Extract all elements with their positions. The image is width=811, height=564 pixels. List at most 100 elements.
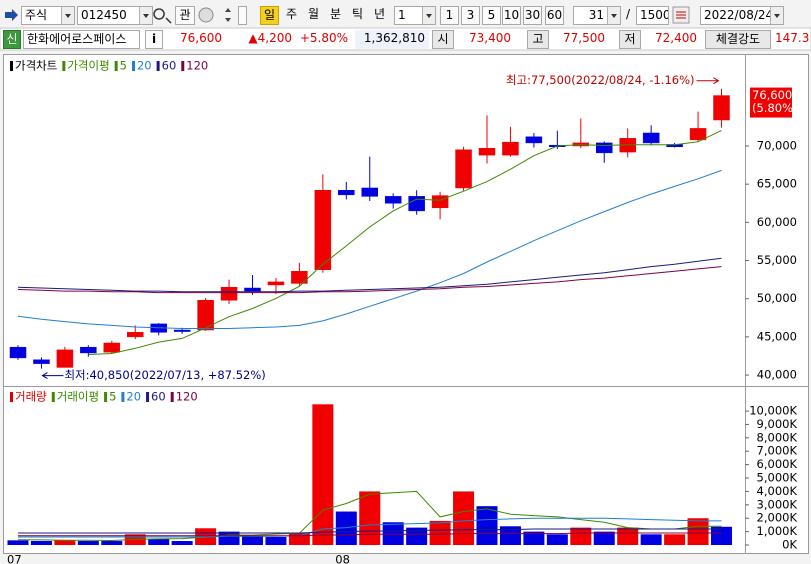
y-tick-label: 9,000K	[757, 417, 798, 431]
dropdown-arrow[interactable]	[422, 7, 435, 24]
candle-body	[33, 359, 50, 364]
moving-average-line	[18, 517, 722, 538]
y-tick-label: 10,000K	[749, 404, 797, 418]
settings-icon-lines	[676, 11, 686, 19]
y-tick-label: 0K	[782, 538, 797, 552]
candle-body	[80, 346, 97, 354]
moving-average-line	[17, 266, 722, 294]
candle-body	[127, 332, 144, 338]
volume-bar	[242, 535, 263, 546]
y-tick-label: 7,000K	[757, 444, 798, 458]
candle-body	[596, 142, 613, 154]
volume-bar	[265, 536, 287, 546]
x-tick-label: 08	[335, 553, 350, 564]
legend-swatch	[170, 392, 174, 402]
moving-average-line	[17, 490, 722, 542]
legend-swatch	[131, 61, 135, 71]
legend-label: 120	[186, 59, 208, 73]
period-button[interactable]: 분	[329, 7, 342, 21]
moving-average-line	[17, 257, 722, 293]
volume-bar	[148, 539, 170, 546]
price: 76,600	[180, 31, 222, 45]
candle-body	[502, 141, 519, 156]
separator: /	[625, 7, 631, 21]
interval-button[interactable]: 60	[545, 6, 564, 25]
candle-body	[220, 286, 238, 301]
y-tick-label: 1,000K	[757, 524, 798, 538]
volume-bar	[593, 531, 615, 546]
x-tick-label: 07	[7, 553, 22, 564]
volume-bar	[546, 534, 568, 546]
volume-bar	[570, 527, 592, 546]
volume-bar	[711, 526, 732, 546]
candle-body	[455, 149, 472, 189]
candle-body	[244, 287, 261, 292]
y-tick-label: 4,000K	[757, 484, 798, 498]
code-input[interactable]: 012450	[77, 6, 153, 25]
volume-bar	[523, 531, 545, 546]
menu-icon	[5, 9, 18, 21]
period-button[interactable]: 일	[260, 6, 279, 25]
moving-average-line	[18, 532, 722, 537]
candle-body	[525, 136, 543, 144]
legend-label: 5	[109, 390, 116, 404]
candle-body	[338, 190, 355, 196]
volume-bar	[429, 520, 451, 546]
period-button[interactable]: 주	[285, 7, 298, 21]
y-tick-label: 5,000K	[757, 471, 798, 485]
date-input[interactable]: 2022/08/24	[700, 6, 784, 25]
y-tick-label: 55,000	[757, 253, 797, 267]
total-input[interactable]: 1500	[636, 6, 669, 25]
volume-bar	[640, 534, 662, 546]
spin-icon	[225, 8, 231, 22]
period-button[interactable]: 틱	[351, 7, 364, 21]
period-button[interactable]: 년	[373, 7, 386, 21]
legend-label: 5	[120, 59, 127, 73]
low-label: 저	[619, 30, 641, 49]
volume-bar	[335, 511, 357, 546]
strength: 147.3	[775, 31, 810, 45]
volume-bar	[359, 491, 381, 546]
interval-button[interactable]: 1	[440, 6, 459, 25]
legend-swatch	[181, 61, 185, 71]
interval-button[interactable]: 5	[482, 6, 501, 25]
volume-bar	[406, 527, 428, 546]
candle-body	[197, 299, 214, 331]
high: 77,500	[563, 31, 605, 45]
interval-button[interactable]: 10	[502, 6, 521, 25]
dropdown-arrow[interactable]	[770, 7, 783, 24]
candle-body	[384, 196, 402, 204]
watch-button[interactable]: 관	[175, 6, 195, 25]
volume-bar	[687, 518, 709, 546]
stock-name[interactable]: 한화에어로스페이스	[23, 30, 140, 49]
candle-body	[431, 195, 449, 209]
y-tick-label: 6,000K	[757, 457, 798, 471]
period-button[interactable]: 월	[307, 7, 320, 21]
legend-swatch	[104, 392, 108, 402]
y-tick-label: 45,000	[757, 329, 797, 343]
legend-label: 120	[176, 390, 198, 404]
change-rate: +5.80%	[299, 31, 348, 45]
dropdown-arrow[interactable]	[61, 7, 74, 24]
interval-button[interactable]: 30	[523, 6, 542, 25]
candle-body	[478, 148, 496, 156]
legend-label: 거래이평	[57, 390, 99, 404]
info-button[interactable]: i	[145, 30, 163, 49]
open: 73,400	[469, 31, 511, 45]
legend-label: 가격차트	[15, 59, 57, 73]
high-label: 고	[527, 30, 549, 49]
search-icon	[153, 8, 172, 24]
dropdown-arrow[interactable]	[607, 7, 620, 24]
dropdown-arrow[interactable]	[139, 7, 152, 24]
tool-button[interactable]	[238, 6, 247, 25]
moving-average-line	[18, 528, 722, 534]
volume-bar	[288, 532, 310, 546]
candle-body	[408, 196, 425, 212]
interval-button[interactable]: 3	[461, 6, 480, 25]
legend-swatch	[10, 61, 13, 71]
legend-label: 가격이평	[67, 59, 109, 73]
volume-bar	[453, 491, 475, 546]
volume-bar	[7, 540, 29, 546]
